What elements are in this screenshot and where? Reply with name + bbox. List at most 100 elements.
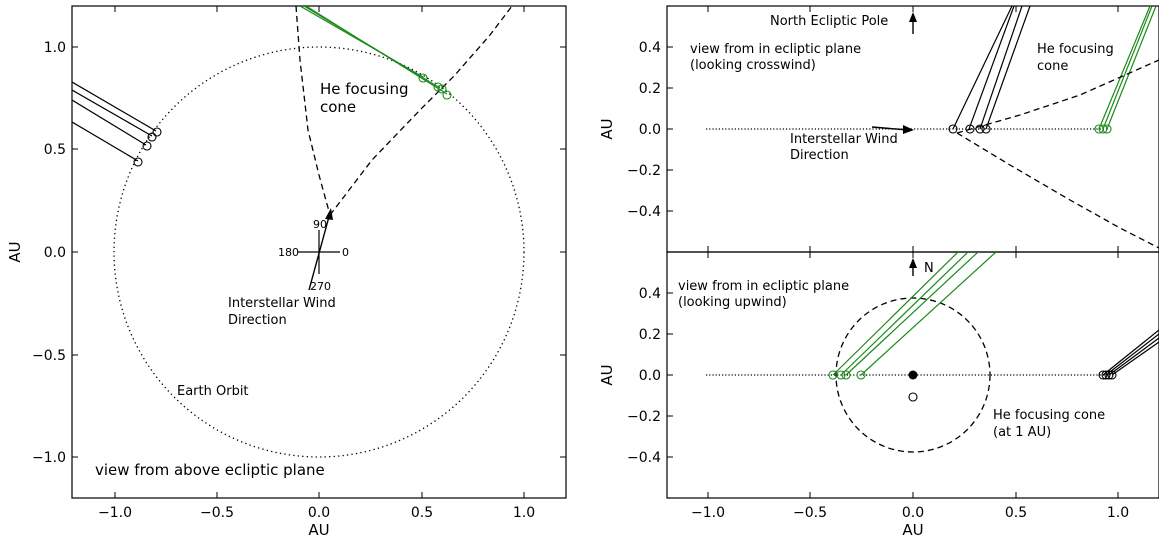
black-marker <box>1107 370 1117 380</box>
green-trajectory <box>1098 6 1151 130</box>
left-ytick-label: 1.0 <box>44 40 66 56</box>
green-trajectory-3 <box>305 6 448 95</box>
right-bottom-ytick-label: 0.0 <box>639 368 661 384</box>
pole-label: North Ecliptic Pole <box>770 14 888 29</box>
green-trajectory <box>1106 6 1157 130</box>
black-trajectory <box>1102 329 1159 376</box>
right-bottom-ytick-label: −0.2 <box>627 409 661 425</box>
he-cone-dashed-upper <box>956 59 1159 134</box>
black-trajectory <box>952 6 1013 130</box>
green-marker <box>856 370 866 380</box>
view-label-line1: view from in ecliptic plane <box>678 279 849 294</box>
earth-marker <box>908 392 918 402</box>
wind-label-line2: Direction <box>790 148 849 163</box>
right-top-ytick-label: 0.2 <box>639 81 661 97</box>
pole-arrow-head <box>909 12 917 22</box>
green-marker <box>437 84 447 94</box>
right-top-ytick-label: 0.4 <box>639 40 661 56</box>
right-top-ytick-label: −0.2 <box>627 163 661 179</box>
right-top-ytick-label: 0.0 <box>639 122 661 138</box>
left-xtick-label: 0.5 <box>411 505 433 521</box>
left-y-ticks <box>72 46 566 458</box>
black-trajectory-3 <box>72 99 147 146</box>
left-xtick-label: −1.0 <box>98 505 132 521</box>
view-label-line2: (looking upwind) <box>678 295 787 310</box>
black-marker <box>1098 370 1108 380</box>
compass-w-label: 180 <box>278 246 299 259</box>
view-label: view from above ecliptic plane <box>95 461 325 479</box>
green-trajectory <box>1102 6 1153 130</box>
right-top-y-ticks <box>667 46 673 212</box>
left-xtick-label: 1.0 <box>513 505 535 521</box>
view-label-line2: (looking crosswind) <box>690 58 816 73</box>
black-marker <box>1101 370 1111 380</box>
wind-arrow-head <box>325 208 333 220</box>
black-trajectory-4 <box>72 121 139 162</box>
black-trajectory-2 <box>72 89 153 137</box>
n-label: N <box>924 261 934 276</box>
green-marker <box>1098 124 1108 134</box>
left-ytick-label: −1.0 <box>32 450 66 466</box>
earth-orbit-circle <box>113 46 525 458</box>
right-bottom-ylabel: AU <box>598 364 616 385</box>
black-marker <box>142 141 152 151</box>
right-bottom-y-ticks <box>667 292 673 458</box>
cone-label-line2: (at 1 AU) <box>993 425 1051 440</box>
green-trajectory <box>832 252 959 376</box>
black-trajectory <box>979 6 1023 130</box>
sun-marker <box>908 370 918 380</box>
green-trajectory <box>845 252 979 376</box>
green-trajectory <box>860 252 997 376</box>
green-trajectory <box>840 252 969 376</box>
right-bottom-ytick-label: 0.4 <box>639 286 661 302</box>
green-marker <box>1102 124 1112 134</box>
black-marker <box>965 124 975 134</box>
black-trajectory <box>1105 333 1159 376</box>
left-ytick-label: −0.5 <box>32 348 66 364</box>
right-bottom-xtick-label: 0.0 <box>902 505 924 521</box>
wind-arrow-shaft <box>871 126 909 131</box>
black-marker <box>147 132 157 142</box>
green-marker <box>418 73 428 83</box>
left-ytick-label: 0.0 <box>44 245 66 261</box>
left-ytick-label: 0.5 <box>44 142 66 158</box>
right-bottom-xlabel: AU <box>902 521 923 539</box>
right-bottom-xtick-label: −1.0 <box>691 505 725 521</box>
he-cone-dashed-lower <box>956 132 1159 249</box>
right-bottom-xtick-label: 1.0 <box>1107 505 1129 521</box>
he-cone-dashed-left <box>295 6 331 216</box>
right-top-panel: North Ecliptic Pole view from in eclipti… <box>598 5 1159 253</box>
earth-orbit-label: Earth Orbit <box>177 384 249 399</box>
n-arrow-head <box>909 258 917 268</box>
wind-label-line1: Interstellar Wind <box>790 132 898 147</box>
left-xtick-label: 0.0 <box>308 505 330 521</box>
black-trajectory <box>985 6 1031 130</box>
black-trajectory <box>1108 337 1159 376</box>
black-trajectory <box>1111 341 1159 376</box>
right-bottom-xtick-label: 0.5 <box>1005 505 1027 521</box>
black-marker <box>975 124 985 134</box>
wind-arrow-head <box>903 125 914 134</box>
black-marker <box>1104 370 1114 380</box>
compass-n-label: 90 <box>313 218 327 231</box>
right-bottom-xtick-label: −0.5 <box>793 505 827 521</box>
right-bottom-x-ticks <box>707 252 1119 498</box>
black-trajectory-1 <box>72 81 157 132</box>
compass-e-label: 0 <box>342 246 349 259</box>
green-marker <box>841 370 851 380</box>
cone-label-line1: He focusing <box>1037 42 1114 57</box>
cone-label-line2: cone <box>1037 59 1068 74</box>
left-xtick-label: −0.5 <box>200 505 234 521</box>
right-top-x-ticks <box>707 6 1119 252</box>
wind-label-line1: Interstellar Wind <box>228 296 336 311</box>
black-trajectory <box>968 6 1015 130</box>
he-cone-dashed-right <box>329 6 513 216</box>
right-bottom-panel: N view from in ecliptic plane (looking u… <box>598 251 1159 539</box>
he-cone-label-line1: He focusing <box>320 80 409 98</box>
right-bottom-ytick-label: 0.2 <box>639 327 661 343</box>
black-marker <box>948 124 958 134</box>
wind-arrow-shaft <box>308 212 331 291</box>
black-marker <box>133 157 143 167</box>
left-panel: 90 180 0 270 He focusing cone Interstell… <box>6 5 567 539</box>
